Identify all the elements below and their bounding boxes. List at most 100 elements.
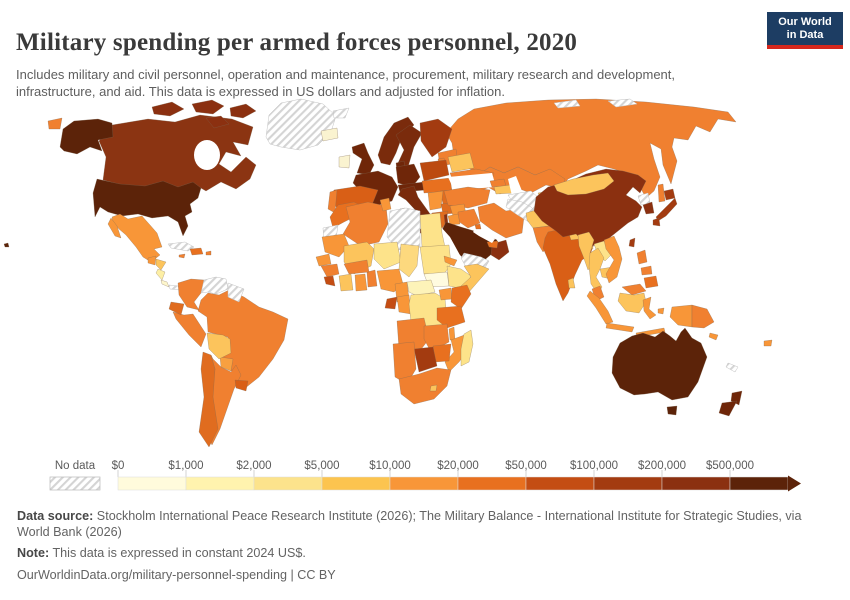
- region-fiji[interactable]: [763, 339, 773, 347]
- region-kenya[interactable]: [450, 284, 472, 310]
- region-togo-benin[interactable]: [366, 269, 378, 288]
- region-arctic-canada-3[interactable]: [229, 103, 257, 119]
- region-guinea[interactable]: [320, 263, 340, 278]
- owid-logo[interactable]: Our World in Data: [767, 12, 843, 49]
- legend-bin-2[interactable]: [253, 476, 323, 491]
- region-poland[interactable]: [419, 159, 450, 182]
- region-west-papua[interactable]: [669, 304, 693, 328]
- region-taiwan[interactable]: [628, 237, 636, 248]
- legend-bin-9[interactable]: [729, 476, 789, 491]
- region-gabon[interactable]: [384, 296, 398, 310]
- region-chad[interactable]: [398, 243, 420, 278]
- region-japan-kyushu[interactable]: [652, 217, 661, 227]
- region-senegal[interactable]: [315, 253, 332, 267]
- region-paraguay[interactable]: [219, 356, 234, 372]
- region-uk[interactable]: [351, 142, 375, 176]
- region-burkina[interactable]: [343, 259, 370, 275]
- region-usa[interactable]: [92, 178, 202, 237]
- region-arctic-canada-2[interactable]: [191, 99, 225, 115]
- region-sumatra[interactable]: [586, 290, 614, 325]
- region-uruguay[interactable]: [234, 379, 249, 392]
- region-honduras[interactable]: [155, 258, 167, 271]
- region-new-caledonia-no-data[interactable]: [725, 362, 739, 373]
- region-japan-hokkaido[interactable]: [663, 188, 676, 201]
- region-botswana[interactable]: [413, 346, 438, 373]
- legend-bin-6[interactable]: [525, 476, 595, 491]
- region-mexico[interactable]: [111, 213, 163, 263]
- region-kuwait[interactable]: [474, 223, 482, 230]
- region-lesotho[interactable]: [429, 384, 438, 392]
- region-jordan[interactable]: [447, 213, 461, 226]
- legend-no-data-swatch[interactable]: [49, 476, 101, 491]
- region-egypt[interactable]: [419, 212, 446, 248]
- region-alaska[interactable]: [59, 118, 114, 155]
- region-ecuador[interactable]: [168, 301, 185, 316]
- legend-bin-4[interactable]: [389, 476, 459, 491]
- region-algeria[interactable]: [342, 201, 389, 247]
- region-uae[interactable]: [486, 240, 499, 249]
- region-madagascar[interactable]: [460, 329, 474, 367]
- region-venezuela-no-data[interactable]: [200, 276, 229, 295]
- region-south-korea[interactable]: [642, 201, 655, 215]
- region-iceland[interactable]: [320, 127, 339, 142]
- region-finland[interactable]: [419, 118, 453, 158]
- region-belarus[interactable]: [447, 152, 475, 173]
- region-baja[interactable]: [107, 217, 122, 239]
- region-vietnam[interactable]: [603, 235, 623, 284]
- region-ireland[interactable]: [338, 154, 351, 169]
- region-tunisia[interactable]: [379, 197, 392, 212]
- region-balkans[interactable]: [427, 190, 444, 211]
- region-bolivia[interactable]: [206, 332, 232, 360]
- legend-bin-3[interactable]: [321, 476, 391, 491]
- region-arctic-islands2-no-data[interactable]: [607, 98, 638, 108]
- legend-bin-1[interactable]: [185, 476, 255, 491]
- legend-bin-7[interactable]: [593, 476, 663, 491]
- region-hawaii[interactable]: [3, 242, 10, 248]
- region-canada[interactable]: [98, 114, 257, 192]
- legend-bin-0[interactable]: [117, 476, 187, 491]
- region-colombia[interactable]: [177, 278, 205, 311]
- region-ghana[interactable]: [354, 273, 368, 292]
- region-greenland-no-data[interactable]: [265, 98, 337, 151]
- region-malawi[interactable]: [448, 326, 456, 341]
- region-moluccas[interactable]: [657, 307, 665, 315]
- region-turkey[interactable]: [443, 186, 491, 209]
- region-france[interactable]: [352, 170, 399, 207]
- region-liberia[interactable]: [323, 275, 336, 287]
- region-png[interactable]: [691, 304, 715, 329]
- region-tanzania[interactable]: [436, 305, 466, 329]
- region-australia[interactable]: [611, 327, 708, 401]
- region-sri-lanka[interactable]: [567, 277, 576, 289]
- region-nz-south[interactable]: [718, 400, 738, 417]
- region-arctic-islands-no-data[interactable]: [553, 99, 581, 109]
- region-philippines-visayas[interactable]: [640, 265, 653, 276]
- source-link[interactable]: OurWorldinData.org/military-personnel-sp…: [17, 567, 336, 582]
- region-tasmania[interactable]: [666, 405, 678, 416]
- region-chile[interactable]: [198, 351, 219, 448]
- region-sulawesi[interactable]: [642, 296, 657, 320]
- region-niger[interactable]: [373, 241, 402, 270]
- region-svalbard-no-data[interactable]: [332, 107, 350, 119]
- region-uganda[interactable]: [438, 287, 453, 301]
- region-philippines-mindanao[interactable]: [643, 275, 659, 289]
- region-guyanas-no-data[interactable]: [227, 282, 245, 303]
- legend-bin-8[interactable]: [661, 476, 731, 491]
- region-arctic-canada-4[interactable]: [205, 115, 230, 129]
- region-south-africa[interactable]: [398, 367, 452, 405]
- region-jamaica[interactable]: [178, 253, 186, 259]
- region-nicaragua[interactable]: [155, 268, 166, 281]
- region-peru[interactable]: [172, 311, 207, 348]
- region-malaysia-borneo[interactable]: [621, 283, 647, 296]
- region-chukotka-wrap[interactable]: [47, 117, 63, 130]
- region-thailand[interactable]: [588, 247, 605, 295]
- region-guatemala[interactable]: [147, 255, 157, 266]
- region-sweden[interactable]: [395, 124, 423, 168]
- region-mongolia[interactable]: [553, 172, 615, 196]
- region-ivory-coast[interactable]: [338, 273, 354, 292]
- legend-bin-5[interactable]: [457, 476, 527, 491]
- region-hispaniola[interactable]: [189, 247, 204, 256]
- region-solomon[interactable]: [708, 332, 719, 341]
- region-germany[interactable]: [395, 163, 421, 188]
- region-arctic-canada-1[interactable]: [151, 101, 185, 117]
- region-puerto-rico[interactable]: [205, 250, 212, 256]
